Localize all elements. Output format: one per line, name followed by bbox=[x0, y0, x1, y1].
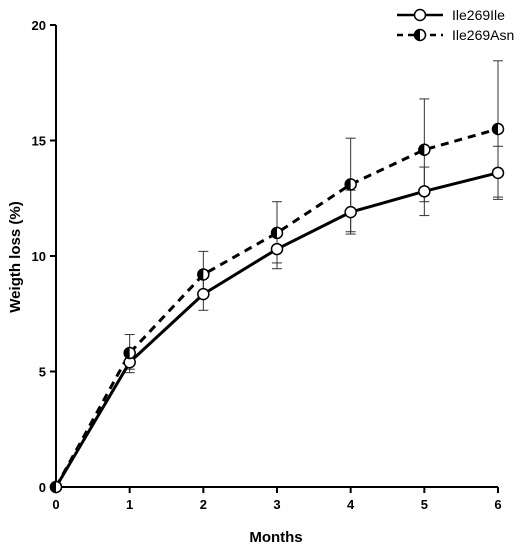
data-point-ile269ile bbox=[491, 166, 505, 180]
x-tick-label: 0 bbox=[52, 497, 59, 512]
series-lines bbox=[54, 127, 499, 488]
data-point-ile269asn bbox=[197, 268, 210, 281]
series-line-ile269asn bbox=[54, 127, 499, 488]
y-tick-label: 20 bbox=[32, 18, 46, 33]
x-tick-label: 2 bbox=[200, 497, 207, 512]
data-point-ile269asn bbox=[123, 346, 136, 360]
data-point-ile269ile bbox=[270, 242, 284, 256]
x-tick-label: 3 bbox=[273, 497, 280, 512]
legend-item-ile269asn: Ile269Asn bbox=[397, 27, 514, 43]
data-points bbox=[49, 122, 505, 494]
x-tick-label: 1 bbox=[126, 497, 133, 512]
y-tick-label: 5 bbox=[39, 365, 46, 380]
x-axis-title: Months bbox=[249, 529, 302, 546]
data-point-ile269ile bbox=[418, 185, 431, 198]
x-tick-label: 5 bbox=[421, 497, 428, 512]
data-point-ile269asn bbox=[344, 178, 357, 191]
y-axis-title: Weigth loss (%) bbox=[7, 201, 24, 312]
data-point-ile269asn bbox=[418, 143, 431, 156]
y-tick-label: 0 bbox=[39, 480, 46, 495]
data-point-ile269ile bbox=[197, 287, 210, 301]
axes: 0 5 10 15 20 0 1 2 3 4 5 6 bbox=[32, 18, 502, 512]
data-point-ile269ile bbox=[344, 205, 357, 219]
data-point-ile269asn bbox=[49, 480, 63, 494]
legend: Ile269Ile Ile269Asn bbox=[397, 7, 514, 43]
legend-label-ile269asn: Ile269Asn bbox=[452, 27, 514, 43]
data-point-ile269asn bbox=[491, 122, 505, 136]
data-point-ile269asn bbox=[270, 226, 284, 240]
error-bars bbox=[124, 60, 503, 374]
open-circle-marker-icon bbox=[413, 8, 427, 22]
half-filled-circle-marker-icon bbox=[413, 28, 427, 42]
y-tick-label: 10 bbox=[32, 249, 46, 264]
legend-label-ile269ile: Ile269Ile bbox=[452, 7, 505, 23]
y-tick-label: 15 bbox=[32, 134, 46, 149]
x-tick-label: 6 bbox=[494, 497, 501, 512]
legend-item-ile269ile: Ile269Ile bbox=[397, 7, 505, 23]
x-tick-label: 4 bbox=[347, 497, 355, 512]
